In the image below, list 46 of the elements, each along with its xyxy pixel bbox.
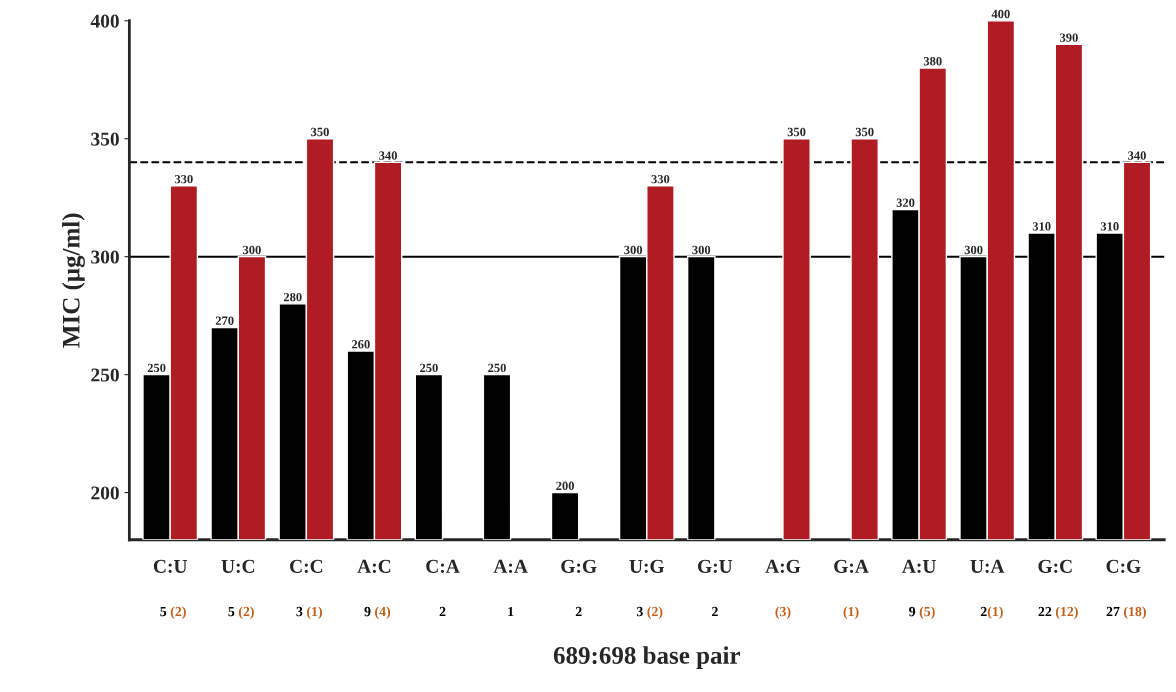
y-tick-label: 200	[91, 486, 119, 500]
data-label: 310	[1032, 222, 1051, 231]
category-label: C:C 3 (1)	[290, 559, 323, 620]
data-label: 400	[991, 9, 1010, 19]
category-label: G:C 22 (12)	[1038, 559, 1078, 620]
category-label: U:G 3 (2)	[629, 559, 665, 620]
data-label: 250	[488, 363, 506, 373]
data-label: 300	[243, 245, 261, 255]
category-label: C:G 27 (18)	[1106, 559, 1146, 620]
category-label: C:U 5 (2)	[153, 559, 188, 620]
data-label: 270	[215, 316, 234, 325]
data-label: 350	[855, 127, 874, 137]
category-label: A:G (3)	[765, 559, 801, 620]
data-label: 330	[651, 174, 670, 184]
category-label: U:C 5 (2)	[221, 559, 255, 620]
category-label: A:A 1	[493, 559, 528, 617]
category-label: G:G 2	[561, 559, 597, 617]
y-tick-label: 400	[90, 14, 119, 28]
data-label: 330	[174, 174, 193, 184]
category-label: G:A (1)	[834, 559, 869, 620]
y-tick-label: 300	[91, 250, 119, 264]
data-label: 340	[379, 151, 397, 160]
data-label: 300	[692, 245, 711, 255]
data-label: 260	[352, 340, 370, 349]
y-tick-label: 350	[91, 132, 119, 146]
x-axis-title: 689:698 base pair	[553, 646, 741, 669]
data-label: 300	[964, 245, 983, 255]
data-label: 200	[556, 481, 574, 491]
data-label: 250	[420, 363, 438, 373]
data-label: 340	[1128, 151, 1146, 160]
data-label: 300	[624, 245, 643, 255]
data-label: 350	[311, 127, 329, 137]
data-label: 390	[1060, 33, 1078, 42]
category-label: G:U 2	[698, 559, 733, 617]
category-label: A:U 9 (5)	[902, 559, 936, 620]
data-label: 280	[283, 292, 302, 302]
data-label: 250	[147, 363, 166, 373]
data-label: 320	[896, 198, 915, 207]
y-tick-label: 250	[91, 368, 119, 382]
category-label: C:A 2	[426, 559, 460, 617]
category-label: U:A 2(1)	[970, 559, 1005, 620]
category-label: A:C 9 (4)	[357, 559, 391, 620]
data-label: 350	[787, 127, 806, 137]
data-label: 380	[923, 56, 942, 66]
data-label: 310	[1100, 222, 1119, 231]
y-axis-title: MIC (μg/ml)	[62, 213, 85, 348]
